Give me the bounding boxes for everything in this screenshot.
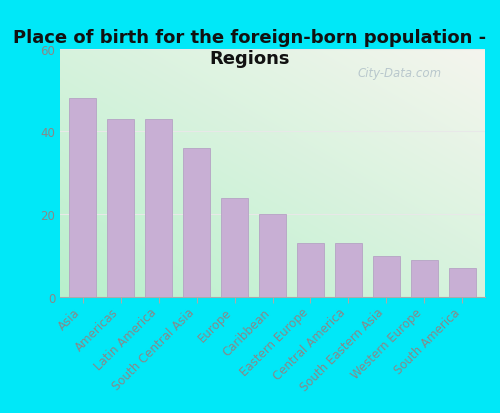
- Bar: [107, 120, 134, 297]
- Bar: [448, 268, 476, 297]
- Text: Place of birth for the foreign-born population -
Regions: Place of birth for the foreign-born popu…: [14, 29, 486, 68]
- Bar: [334, 244, 362, 297]
- Bar: [221, 198, 248, 297]
- Bar: [69, 99, 96, 297]
- Text: City-Data.com: City-Data.com: [358, 67, 442, 80]
- Bar: [145, 120, 172, 297]
- Bar: [372, 256, 400, 297]
- Bar: [410, 260, 438, 297]
- Bar: [183, 149, 210, 297]
- Bar: [259, 215, 286, 297]
- Bar: [297, 244, 324, 297]
